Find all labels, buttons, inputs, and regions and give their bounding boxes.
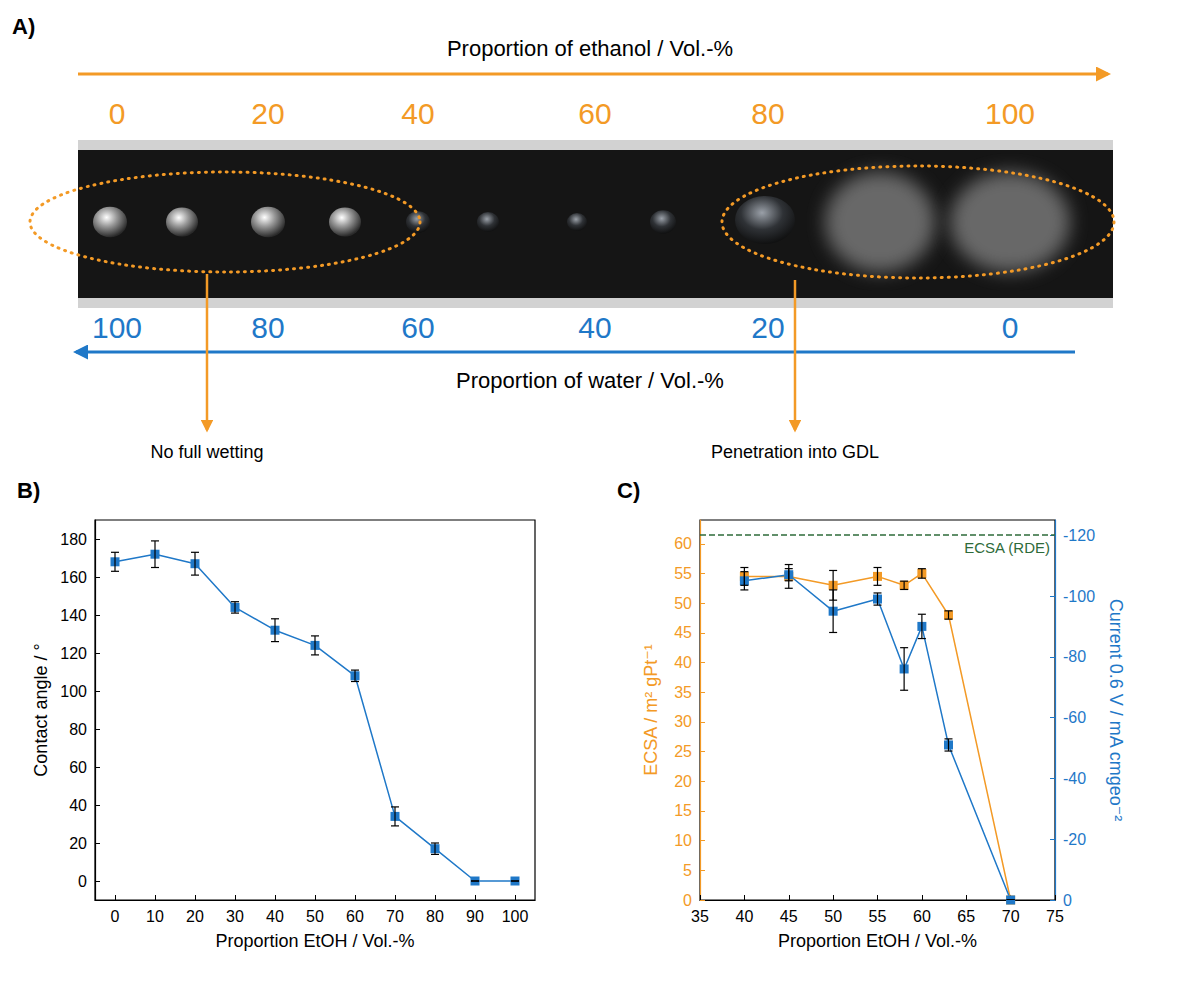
svg-text:10: 10 <box>674 832 692 849</box>
svg-text:15: 15 <box>674 802 692 819</box>
svg-text:60: 60 <box>913 908 931 925</box>
svg-text:0: 0 <box>78 873 87 890</box>
svg-text:80: 80 <box>426 908 444 925</box>
svg-text:80: 80 <box>69 721 87 738</box>
svg-text:ECSA / m² gPt⁻¹: ECSA / m² gPt⁻¹ <box>641 644 661 776</box>
svg-text:60: 60 <box>674 535 692 552</box>
svg-text:35: 35 <box>674 684 692 701</box>
svg-text:100: 100 <box>60 683 87 700</box>
svg-text:B): B) <box>17 478 40 503</box>
svg-text:40: 40 <box>735 908 753 925</box>
svg-text:0: 0 <box>109 97 126 130</box>
svg-text:0: 0 <box>683 892 692 909</box>
svg-text:-120: -120 <box>1063 527 1095 544</box>
svg-text:50: 50 <box>306 908 324 925</box>
svg-text:Penetration into GDL: Penetration into GDL <box>711 442 879 462</box>
svg-text:0: 0 <box>1002 311 1019 344</box>
svg-text:45: 45 <box>780 908 798 925</box>
svg-text:-80: -80 <box>1063 648 1086 665</box>
svg-text:Proportion EtOH / Vol.-%: Proportion EtOH / Vol.-% <box>778 931 977 951</box>
svg-text:Proportion of water / Vol.-%: Proportion of water / Vol.-% <box>456 368 724 393</box>
svg-text:70: 70 <box>1002 908 1020 925</box>
svg-text:60: 60 <box>578 97 611 130</box>
svg-text:60: 60 <box>69 759 87 776</box>
svg-text:C): C) <box>617 478 640 503</box>
svg-text:60: 60 <box>346 908 364 925</box>
svg-text:50: 50 <box>824 908 842 925</box>
svg-text:35: 35 <box>691 908 709 925</box>
svg-text:40: 40 <box>578 311 611 344</box>
svg-text:60: 60 <box>401 311 434 344</box>
svg-text:40: 40 <box>674 654 692 671</box>
svg-text:75: 75 <box>1046 908 1064 925</box>
svg-text:0: 0 <box>1063 892 1072 909</box>
svg-text:ECSA (RDE): ECSA (RDE) <box>964 539 1050 556</box>
svg-text:40: 40 <box>266 908 284 925</box>
svg-text:-60: -60 <box>1063 709 1086 726</box>
svg-text:100: 100 <box>92 311 142 344</box>
svg-text:-100: -100 <box>1063 588 1095 605</box>
svg-text:70: 70 <box>386 908 404 925</box>
svg-text:No full wetting: No full wetting <box>150 442 263 462</box>
svg-text:45: 45 <box>674 624 692 641</box>
svg-text:20: 20 <box>751 311 784 344</box>
svg-text:0: 0 <box>111 908 120 925</box>
svg-text:5: 5 <box>683 862 692 879</box>
svg-text:-40: -40 <box>1063 770 1086 787</box>
svg-text:100: 100 <box>985 97 1035 130</box>
svg-text:20: 20 <box>674 773 692 790</box>
svg-text:Proportion of ethanol / Vol.-%: Proportion of ethanol / Vol.-% <box>447 36 733 61</box>
svg-text:160: 160 <box>60 569 87 586</box>
svg-text:10: 10 <box>146 908 164 925</box>
svg-text:30: 30 <box>674 713 692 730</box>
svg-text:40: 40 <box>69 797 87 814</box>
svg-text:A): A) <box>12 14 35 39</box>
svg-text:90: 90 <box>466 908 484 925</box>
svg-text:100: 100 <box>502 908 529 925</box>
svg-text:20: 20 <box>186 908 204 925</box>
svg-text:40: 40 <box>401 97 434 130</box>
svg-text:50: 50 <box>674 595 692 612</box>
svg-text:Proportion EtOH / Vol.-%: Proportion EtOH / Vol.-% <box>215 931 414 951</box>
svg-text:180: 180 <box>60 531 87 548</box>
svg-text:80: 80 <box>251 311 284 344</box>
svg-text:80: 80 <box>751 97 784 130</box>
svg-text:-20: -20 <box>1063 831 1086 848</box>
svg-text:Current 0.6 V / mA cmgeo⁻²: Current 0.6 V / mA cmgeo⁻² <box>1106 599 1126 822</box>
svg-text:Contact angle / °: Contact angle / ° <box>31 643 51 776</box>
svg-text:120: 120 <box>60 645 87 662</box>
svg-text:65: 65 <box>957 908 975 925</box>
svg-text:140: 140 <box>60 607 87 624</box>
svg-text:25: 25 <box>674 743 692 760</box>
svg-text:20: 20 <box>251 97 284 130</box>
svg-text:30: 30 <box>226 908 244 925</box>
svg-text:55: 55 <box>869 908 887 925</box>
svg-text:55: 55 <box>674 565 692 582</box>
svg-text:20: 20 <box>69 835 87 852</box>
